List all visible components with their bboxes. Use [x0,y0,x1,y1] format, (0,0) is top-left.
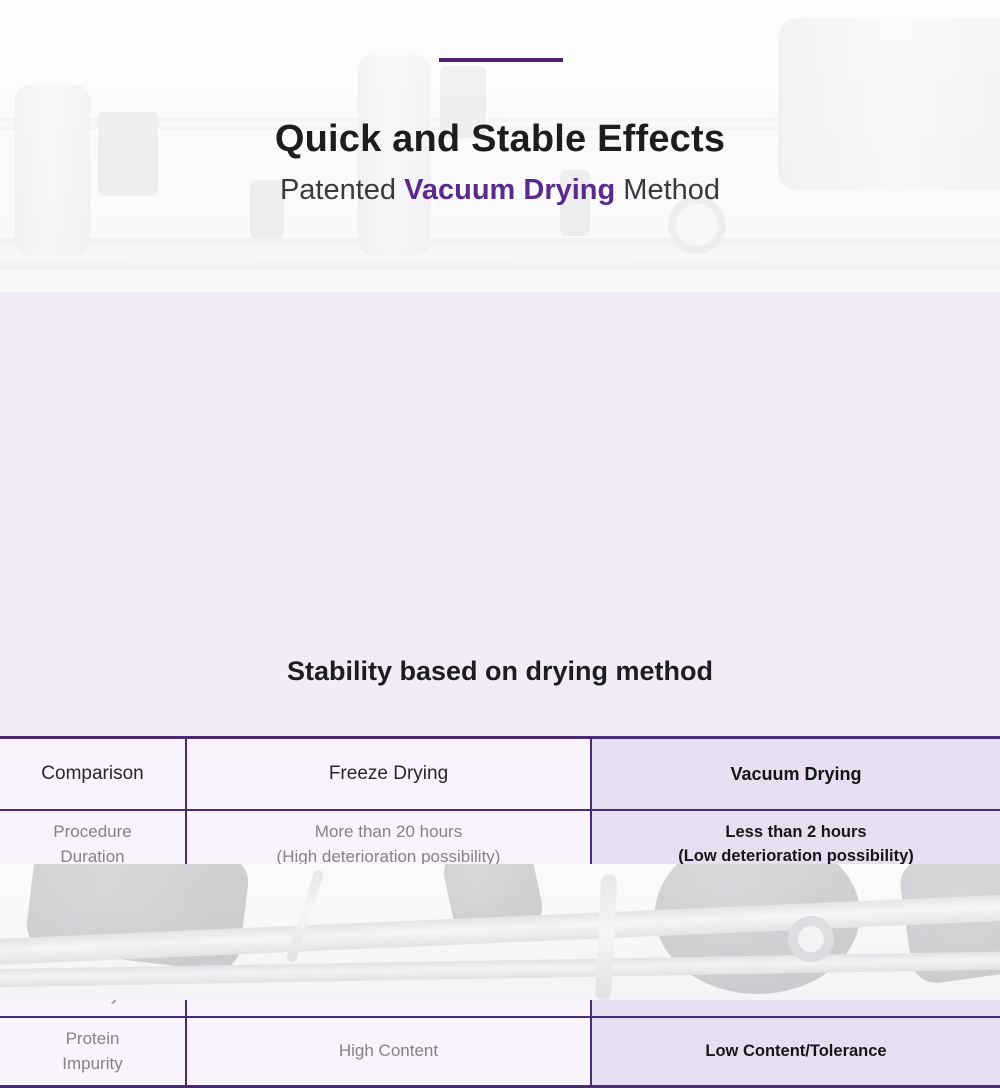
vessel-decoration [15,85,90,255]
hero-section: Quick and Stable Effects Patented Vacuum… [0,0,1000,292]
table-row-protein-impurity: Protein Impurity High Content Low Conten… [0,1016,1000,1085]
subtitle-highlight: Vacuum Drying [404,174,616,206]
pipe-decoration [0,238,1000,270]
motor-decoration [439,864,547,946]
motor-decoration [897,864,1000,987]
table-header-row: Comparison Freeze Drying Vacuum Drying [0,739,1000,809]
machinery-photo-bottom [0,864,1000,1000]
section-heading: Stability based on drying method [286,656,714,686]
page-title: Quick and Stable Effects [274,118,726,160]
tank-decoration [778,18,1000,190]
subtitle-suffix: Method [615,174,721,206]
pipe-decoration [0,891,1000,967]
pipe-decoration [594,873,618,1000]
motor-decoration [23,864,252,974]
header-comparison: Comparison [0,739,185,809]
motor-decoration [655,864,860,994]
clamp-decoration [788,916,834,962]
row-label: Protein Impurity [0,1018,185,1085]
vacuum-value: Low Content/Tolerance [590,1018,1000,1085]
comparison-section: Stability based on drying method Compari… [0,292,1000,1088]
header-freeze-drying: Freeze Drying [185,739,590,809]
subtitle-prefix: Patented [279,174,405,206]
header-vacuum-drying: Vacuum Drying [590,739,1000,809]
rod-decoration [285,868,325,964]
page-subtitle: Patented Vacuum Drying Method [0,174,1000,207]
machinery-shapes [0,864,1000,1000]
freeze-value: High Content [185,1018,590,1085]
pipe-decoration [0,950,1000,988]
accent-divider [439,58,563,62]
